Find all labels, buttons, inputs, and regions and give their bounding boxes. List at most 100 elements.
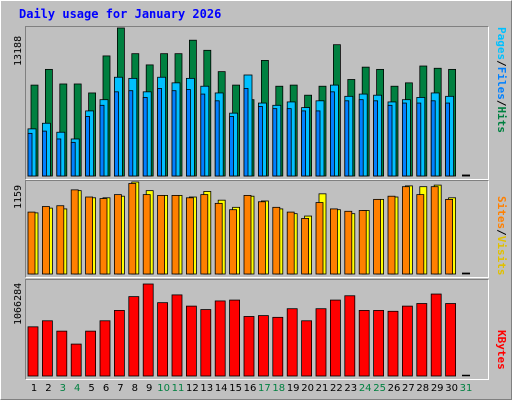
kbytes-kbytes-bar — [70, 343, 82, 377]
visits-sites-bar — [157, 195, 166, 275]
day-label: 17 — [258, 383, 271, 394]
kbytes-kbytes-bar — [329, 299, 341, 377]
visits-sites-bar — [171, 195, 180, 275]
visits-sites-bar — [185, 197, 194, 275]
hits-pages-bar — [315, 110, 321, 177]
day-label: 2 — [45, 383, 52, 394]
hits-pages-bar — [329, 91, 335, 177]
kbytes-kbytes-bar — [42, 320, 53, 377]
kbytes-kbytes-bar — [445, 303, 457, 377]
kbytes-kbytes-bar — [171, 294, 183, 377]
kbytes-kbytes-bar — [114, 310, 125, 377]
visits-sites-bar — [128, 183, 137, 275]
visits-sites-bar — [416, 194, 425, 275]
visits-sites-bar — [42, 206, 50, 275]
visits-sites-bar — [344, 210, 353, 275]
day-label: 9 — [146, 383, 153, 394]
kbytes-kbytes-bar — [157, 302, 169, 377]
visits-sites-bar — [401, 186, 410, 275]
day-label: 14 — [214, 383, 228, 394]
day-label: 27 — [402, 383, 415, 394]
day-label: 18 — [272, 383, 286, 394]
kbytes-kbytes-bar — [358, 310, 370, 377]
hits-pages-bar — [214, 100, 220, 177]
kbytes-kbytes-bar — [142, 283, 154, 377]
visits-sites-bar — [301, 218, 310, 275]
kbytes-kbytes-bar — [200, 309, 212, 377]
kbytes-kbytes-bar — [257, 315, 269, 377]
hits-pages-bar — [185, 89, 191, 177]
day-label: 25 — [373, 383, 386, 394]
kbytes-kbytes-bar — [27, 326, 39, 377]
day-label: 16 — [243, 383, 257, 394]
hits-pages-bar — [229, 116, 235, 177]
visits-sites-bar — [329, 208, 338, 275]
hits-pages-bar — [430, 100, 436, 177]
kbytes-kbytes-bar — [229, 299, 241, 377]
visits-sites-bar — [99, 198, 108, 275]
day-label: 20 — [301, 383, 314, 394]
hits-pages-bar — [257, 106, 263, 177]
visits-sites-bar — [70, 189, 79, 275]
kbytes-kbytes-bar — [401, 305, 413, 377]
kbytes-kbytes-bar — [286, 308, 298, 377]
day-label: 7 — [117, 383, 124, 394]
hits-pages-bar — [243, 88, 249, 177]
hits-pages-bar — [373, 100, 379, 177]
day-label: 19 — [286, 383, 300, 394]
day-label: 29 — [430, 383, 444, 394]
visits-sites-bar — [229, 209, 238, 275]
day-label: 26 — [387, 383, 401, 394]
chart-title: Daily usage for January 2026 — [19, 7, 222, 21]
kbytes-kbytes-bar — [243, 316, 255, 377]
day-label: 23 — [344, 383, 358, 394]
hits-pages-bar — [401, 102, 407, 177]
hits-pages-bar — [445, 102, 451, 177]
hits-pages-bar — [42, 130, 47, 177]
visits-sites-bar — [272, 206, 281, 275]
day-label: 31 — [459, 383, 473, 394]
hits-pages-bar — [344, 100, 350, 177]
kbytes-kbytes-bar — [214, 300, 226, 377]
hits-pages-bar — [114, 91, 119, 177]
kbytes-kbytes-bar — [301, 320, 313, 377]
kbytes-kbytes-bar — [416, 303, 428, 377]
day-label: 11 — [171, 383, 185, 394]
day-label: 15 — [229, 383, 242, 394]
hits-pages-bar — [286, 108, 292, 177]
hits-pages-bar — [272, 108, 278, 177]
hits-pages-bar — [416, 102, 422, 177]
day-label: 24 — [358, 383, 372, 394]
visits-sites-bar — [257, 201, 266, 275]
day-label: 30 — [445, 383, 458, 394]
visits-sites-bar — [85, 196, 93, 275]
hits-pages-bar — [70, 141, 76, 177]
visits-sites-bar — [243, 195, 252, 275]
day-label: 28 — [416, 383, 430, 394]
day-label: 1 — [30, 383, 38, 394]
hits-pages-bar — [27, 132, 33, 177]
day-label: 10 — [157, 383, 170, 394]
hits-pages-bar — [157, 88, 163, 177]
visits-sites-bar — [358, 210, 367, 275]
kbytes-kbytes-bar — [185, 305, 197, 377]
kbytes-kbytes-bar — [128, 296, 140, 377]
hits-pages-bar — [387, 104, 393, 177]
visits-sites-bar — [445, 198, 454, 275]
visits-sites-bar — [286, 211, 295, 275]
kbytes-kbytes-bar — [272, 316, 284, 377]
kbytes-kbytes-bar — [56, 330, 68, 377]
day-label: 13 — [200, 383, 214, 394]
day-label: 21 — [315, 383, 329, 394]
kbytes-kbytes-bar — [315, 308, 327, 377]
day-label: 12 — [186, 383, 199, 394]
hits-pages-bar — [358, 99, 364, 177]
kbytes-kbytes-bar — [99, 320, 111, 377]
kbytes-kbytes-bar — [344, 295, 356, 377]
hits-pages-bar — [301, 110, 307, 177]
visits-sites-bar — [430, 186, 439, 275]
day-label: 5 — [88, 383, 95, 394]
hits-pages-bar — [99, 104, 105, 177]
hits-pages-bar — [56, 138, 62, 177]
